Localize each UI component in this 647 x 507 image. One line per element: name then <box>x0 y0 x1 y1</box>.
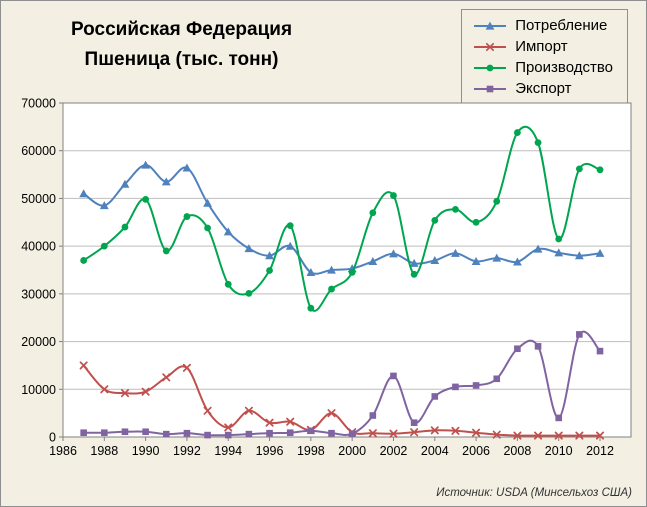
source-note: Источник: USDA (Минсельхоз США) <box>436 487 632 499</box>
x-tick-label: 2002 <box>380 444 408 458</box>
x-tick-label: 1994 <box>214 444 242 458</box>
legend-label: Потребление <box>515 17 608 34</box>
x-tick-label: 1992 <box>173 444 201 458</box>
x-tick-label: 1986 <box>49 444 77 458</box>
x-marker-icon <box>474 42 507 51</box>
gridlines <box>63 150 631 390</box>
y-tick-label: 0 <box>49 431 56 445</box>
circle-marker-icon <box>474 64 507 71</box>
y-tick-label: 10000 <box>21 383 56 397</box>
y-tick-label: 30000 <box>21 287 56 301</box>
x-tick-label: 2010 <box>545 444 573 458</box>
chart-title-line1: Российская Федерация <box>70 19 293 40</box>
x-tick-label: 2006 <box>462 444 490 458</box>
x-tick-label: 1998 <box>297 444 325 458</box>
x-tick-label: 2000 <box>338 444 366 458</box>
x-tick-label: 1988 <box>90 444 118 458</box>
x-tick-label: 1990 <box>132 444 160 458</box>
series-export <box>80 330 604 439</box>
legend: Потребление Импорт Производство Экспорт <box>461 9 628 105</box>
series-production <box>80 125 604 312</box>
legend-item-production: Производство <box>472 57 613 78</box>
legend-item-consumption: Потребление <box>472 15 613 36</box>
y-tick-label: 70000 <box>21 97 56 111</box>
legend-label: Производство <box>515 59 613 76</box>
legend-item-import: Импорт <box>472 36 613 57</box>
x-axis: 1986 1988 1990 1992 1994 1996 1998 2000 2002 2004… <box>49 437 614 458</box>
x-tick-label: 2004 <box>421 444 449 458</box>
y-tick-label: 40000 <box>21 240 56 254</box>
legend-label: Импорт <box>515 38 568 55</box>
x-tick-label: 2008 <box>503 444 531 458</box>
chart-title-line2: Пшеница (тыс. тонн) <box>84 49 279 70</box>
x-tick-label: 1996 <box>256 444 284 458</box>
legend-label: Экспорт <box>515 80 572 97</box>
y-axis: 0 10000 20000 30000 40000 50000 60000 70000 <box>21 97 63 445</box>
chart-title: Российская Федерация Пшеница (тыс. тонн) <box>29 15 334 75</box>
y-tick-label: 60000 <box>21 144 56 158</box>
triangle-marker-icon <box>474 21 507 30</box>
series-consumption <box>79 160 605 276</box>
square-marker-icon <box>474 85 507 92</box>
y-tick-label: 50000 <box>21 192 56 206</box>
x-tick-label: 2012 <box>586 444 614 458</box>
legend-item-export: Экспорт <box>472 78 613 99</box>
y-tick-label: 20000 <box>21 335 56 349</box>
